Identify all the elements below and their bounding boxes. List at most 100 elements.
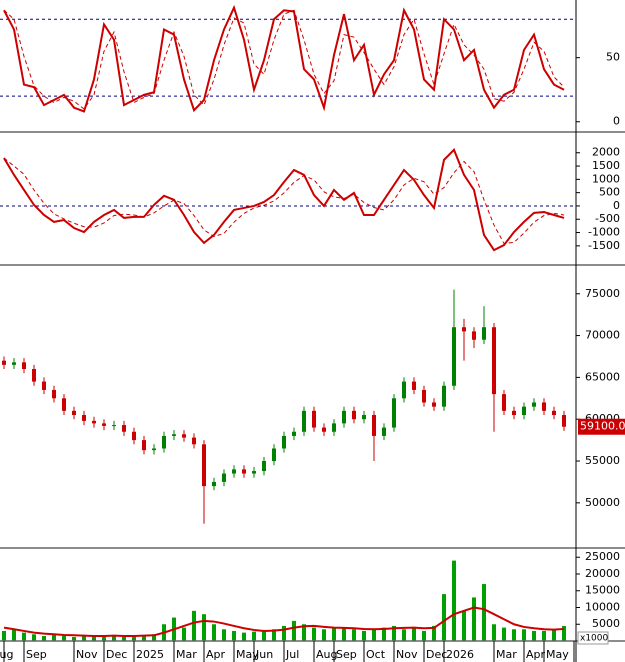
candle-body	[552, 410, 556, 416]
candle-body	[502, 394, 506, 411]
volume-bar	[502, 627, 506, 641]
candle-body	[372, 415, 376, 436]
x-tick-label: Jun	[255, 648, 273, 661]
volume-bar	[372, 629, 376, 641]
y-tick-label: 1500	[592, 159, 620, 172]
candle-body	[172, 434, 176, 436]
volume-bar	[272, 629, 276, 641]
volume-bar	[422, 630, 426, 641]
candle-body	[442, 385, 446, 407]
candle-body	[2, 360, 6, 365]
volume-bar	[332, 627, 336, 641]
y-tick-label: 55000	[585, 454, 620, 467]
x-tick-label: Apr	[206, 648, 226, 661]
indicator-line	[3, 148, 565, 252]
y-tick-label: 70000	[585, 329, 620, 342]
candle-body	[352, 410, 356, 420]
candle-body	[282, 435, 286, 449]
candle-body	[392, 398, 396, 428]
y-tick-label: -500	[595, 212, 620, 225]
volume-bar	[532, 630, 536, 641]
candle-body	[192, 437, 196, 445]
indicator-line	[3, 157, 565, 244]
volume-bar	[232, 630, 236, 641]
candle-body	[452, 327, 456, 386]
candle-body	[312, 410, 316, 428]
candle-body	[202, 444, 206, 487]
candle-body	[292, 431, 296, 436]
candle-body	[432, 402, 436, 407]
volume-bar	[432, 625, 436, 641]
x-tick-label: Sep	[336, 648, 357, 661]
candle-body	[262, 461, 266, 472]
volume-bar	[42, 635, 46, 641]
candle-body	[82, 415, 86, 421]
x-tick-label: Apr	[526, 648, 546, 661]
volume-bar	[402, 629, 406, 641]
volume-bar	[512, 629, 516, 641]
volume-bar	[122, 635, 126, 641]
volume-bar	[22, 632, 26, 641]
candle-body	[562, 415, 566, 427]
candle-body	[162, 435, 166, 449]
volume-bar	[342, 628, 346, 641]
candle-body	[522, 406, 526, 416]
y-tick-label: 20000	[585, 567, 620, 580]
indicator-line	[3, 9, 565, 110]
candle-body	[112, 425, 116, 427]
candle-body	[422, 389, 426, 403]
volume-bar	[462, 610, 466, 641]
last-price-box	[578, 418, 625, 435]
candle-body	[302, 410, 306, 432]
candle-body	[402, 381, 406, 399]
volume-bar	[412, 627, 416, 641]
volume-bar	[92, 635, 96, 641]
candle-body	[152, 448, 156, 451]
volume-bar	[62, 635, 66, 641]
y-tick-label: 15000	[585, 584, 620, 597]
candle-body	[472, 331, 476, 340]
x-tick-label: Aug	[316, 648, 337, 661]
candle-body	[222, 473, 226, 482]
candle-body	[42, 381, 46, 390]
candle-body	[52, 389, 56, 399]
candle-body	[342, 410, 346, 424]
volume-bar	[352, 629, 356, 641]
volume-bar	[472, 597, 476, 641]
candle-body	[322, 427, 326, 432]
x-tick-label: Aug	[0, 648, 13, 661]
volume-bar	[242, 632, 246, 641]
candle-body	[182, 434, 186, 438]
volume-bar	[542, 630, 546, 641]
volume-bar	[152, 634, 156, 641]
volume-bar	[142, 635, 146, 641]
volume-bar	[302, 624, 306, 641]
unit-label: x1000	[580, 634, 609, 644]
volume-bar	[362, 630, 366, 641]
candle-body	[252, 471, 256, 474]
candle-body	[142, 440, 146, 451]
unit-box	[577, 631, 609, 645]
y-tick-label: 10000	[585, 600, 620, 613]
candle-body	[22, 362, 26, 370]
volume-bar	[392, 625, 396, 641]
candle-body	[122, 425, 126, 432]
volume-bar	[2, 630, 6, 641]
candle-body	[332, 423, 336, 432]
x-tick-label: May	[546, 648, 569, 661]
y-tick-label: 500	[599, 186, 620, 199]
volume-bar	[202, 614, 206, 641]
volume-bar	[222, 629, 226, 641]
volume-bar	[452, 560, 456, 641]
x-tick-label: May	[236, 648, 259, 661]
plot-area: AugSepNovDec2025MarAprMayJunJulAugSepOct…	[0, 4, 576, 661]
candle-body	[32, 369, 36, 382]
volume-bar	[482, 584, 486, 641]
volume-average-line	[3, 606, 565, 637]
y-tick-label: 50000	[585, 496, 620, 509]
indicator-line	[3, 4, 565, 113]
y-tick-label: 1000	[592, 172, 620, 185]
